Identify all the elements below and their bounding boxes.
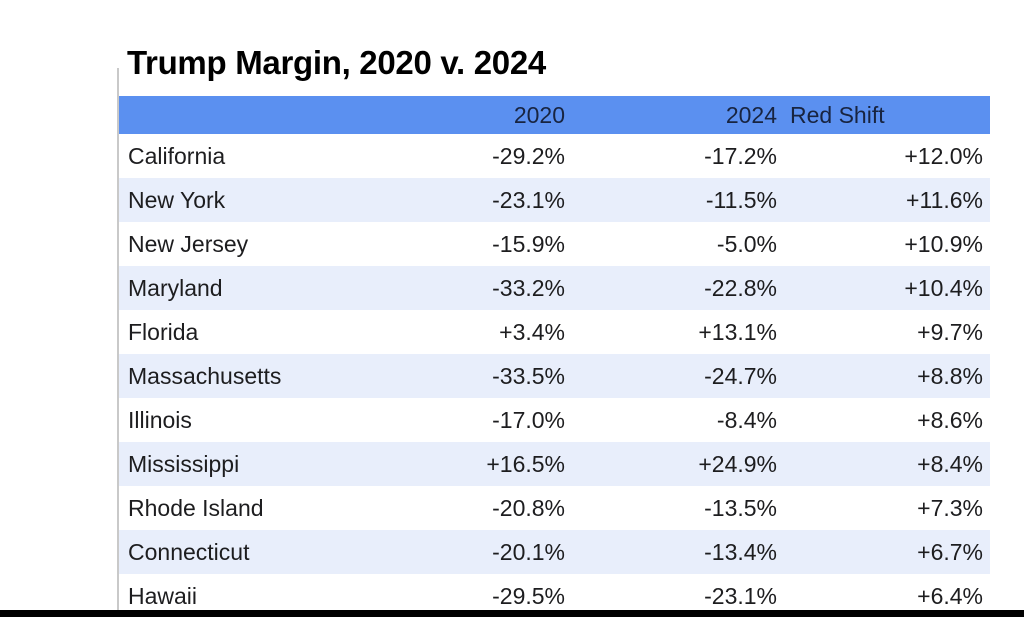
table-row: New Jersey -15.9% -5.0% +10.9% <box>119 222 990 266</box>
value-cell: +6.4% <box>917 582 983 609</box>
value-cell: -17.0% <box>492 406 565 433</box>
value-cell: -5.0% <box>716 230 777 257</box>
state-cell: Maryland <box>128 274 223 301</box>
state-cell: Hawaii <box>128 582 198 609</box>
value-cell: +9.7% <box>917 318 983 345</box>
value-cell: -11.5% <box>705 186 777 213</box>
table-body: California -29.2% -17.2% +12.0% New York -23.… <box>119 134 990 618</box>
page-title: Trump Margin, 2020 v. 2024 <box>127 44 546 81</box>
table-row: Florida +3.4% +13.1% +9.7% <box>119 310 990 354</box>
value-cell: +6.7% <box>917 538 983 565</box>
value-cell: +10.9% <box>904 230 983 257</box>
value-cell: +13.1% <box>698 318 777 345</box>
table-row: Mississippi +16.5% +24.9% +8.4% <box>119 442 990 486</box>
value-cell: -17.2% <box>704 142 777 169</box>
table-row: Massachusetts -33.5% -24.7% +8.8% <box>119 354 990 398</box>
value-cell: -29.5% <box>492 582 565 609</box>
margin-table: 2020 2024 Red Shift California -29.2% -17.… <box>119 96 990 618</box>
value-cell: -29.2% <box>492 142 565 169</box>
value-cell: -23.1% <box>492 186 565 213</box>
value-cell: -22.8% <box>704 274 777 301</box>
value-cell: +7.3% <box>917 494 983 521</box>
value-cell: +8.4% <box>917 450 983 477</box>
value-cell: +12.0% <box>904 142 983 169</box>
value-cell: -24.7% <box>704 362 777 389</box>
header-cell-red-shift: Red Shift <box>790 101 885 128</box>
table-row: Rhode Island -20.8% -13.5% +7.3% <box>119 486 990 530</box>
state-cell: Massachusetts <box>128 362 282 389</box>
table-row: Connecticut -20.1% -13.4% +6.7% <box>119 530 990 574</box>
value-cell: +24.9% <box>698 450 777 477</box>
state-cell: California <box>128 142 226 169</box>
value-cell: -15.9% <box>492 230 565 257</box>
value-cell: -13.4% <box>704 538 777 565</box>
value-cell: +8.6% <box>917 406 983 433</box>
value-cell: +16.5% <box>486 450 565 477</box>
bottom-black-bar <box>0 610 1024 617</box>
value-cell: -33.2% <box>492 274 565 301</box>
state-cell: Rhode Island <box>128 494 264 521</box>
state-cell: New York <box>128 186 226 213</box>
table-row: California -29.2% -17.2% +12.0% <box>119 134 990 178</box>
value-cell: -33.5% <box>492 362 565 389</box>
state-cell: Illinois <box>128 406 192 433</box>
header-cell-2024: 2024 <box>725 101 777 128</box>
value-cell: -20.1% <box>492 538 565 565</box>
value-cell: -13.5% <box>704 494 777 521</box>
value-cell: +3.4% <box>499 318 565 345</box>
value-cell: -23.1% <box>704 582 777 609</box>
state-cell: Mississippi <box>128 450 240 477</box>
state-cell: Florida <box>128 318 199 345</box>
value-cell: +11.6% <box>906 186 983 213</box>
table-left-border <box>117 68 119 610</box>
header-cell-2020: 2020 <box>513 101 565 128</box>
table-row: Illinois -17.0% -8.4% +8.6% <box>119 398 990 442</box>
value-cell: +8.8% <box>917 362 983 389</box>
value-cell: +10.4% <box>904 274 983 301</box>
state-cell: New Jersey <box>128 230 249 257</box>
table-header-row: 2020 2024 Red Shift <box>119 96 990 134</box>
table-row: New York -23.1% -11.5% +11.6% <box>119 178 990 222</box>
value-cell: -20.8% <box>492 494 565 521</box>
value-cell: -8.4% <box>716 406 777 433</box>
state-cell: Connecticut <box>128 538 250 565</box>
table-row: Maryland -33.2% -22.8% +10.4% <box>119 266 990 310</box>
